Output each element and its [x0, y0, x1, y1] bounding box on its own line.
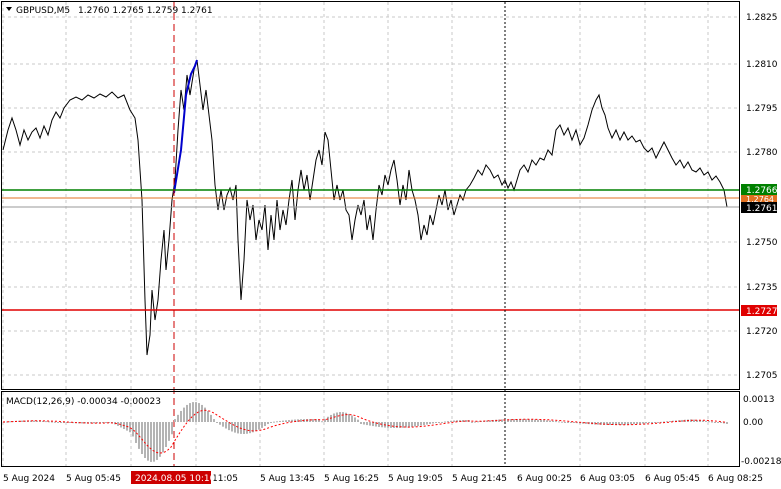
- macd-label: MACD(12,26,9) -0.00034 -0.00023: [6, 397, 161, 407]
- price-tick-label: 1.2780: [746, 148, 778, 158]
- badge-green-label: 1.2766: [746, 186, 778, 196]
- badge-current-label: 1.2761: [746, 204, 778, 214]
- badge-green: [741, 184, 777, 195]
- time-axis[interactable]: 5 Aug 2024 5 Aug 05:45 11:05 5 Aug 13:45 5 A…: [3, 474, 763, 484]
- price-series-line: [2, 59, 728, 356]
- badge-red: [741, 305, 777, 316]
- price-tick-label: 1.2825: [746, 13, 778, 23]
- time-highlight-label: 2024.08.05 10:10: [135, 474, 216, 484]
- macd-grid: [2, 392, 709, 466]
- macd-panel-frame: [1, 391, 740, 467]
- time-tick-label: 11:05: [212, 474, 238, 484]
- price-axis[interactable]: 1.2825 1.2810 1.2795 1.2780 1.2750 1.2735 1.27…: [746, 13, 778, 381]
- badge-red-label: 1.2727: [746, 307, 778, 317]
- time-tick-label: 5 Aug 05:45: [66, 474, 121, 484]
- price-tick-label: 1.2735: [746, 283, 778, 293]
- macd-signal-line: [2, 409, 727, 454]
- badge-orange-label: 1.2764: [746, 195, 774, 204]
- time-tick-label: 6 Aug 08:25: [708, 474, 763, 484]
- macd-histogram: [3, 402, 728, 462]
- price-panel-frame: [1, 1, 740, 390]
- highlighted-price-segment: [173, 59, 198, 194]
- ohlc-readout: 1.2760 1.2765 1.2759 1.2761: [78, 6, 213, 16]
- collapse-triangle-icon[interactable]: [6, 7, 12, 11]
- price-grid: [2, 2, 739, 389]
- time-tick-label: 5 Aug 21:45: [452, 474, 507, 484]
- time-tick-label: 6 Aug 03:05: [580, 474, 635, 484]
- badge-current: [741, 202, 777, 213]
- time-tick-label: 5 Aug 2024: [3, 474, 55, 484]
- time-tick-label: 6 Aug 00:25: [517, 474, 572, 484]
- badge-orange: [741, 195, 777, 203]
- price-tick-label: 1.2720: [746, 327, 778, 337]
- macd-tick-zero: 0.00: [743, 418, 763, 428]
- time-tick-label: 5 Aug 13:45: [260, 474, 315, 484]
- price-tick-label: 1.2795: [746, 104, 778, 114]
- time-tick-label: 5 Aug 16:25: [324, 474, 379, 484]
- price-tick-label: 1.2705: [746, 371, 778, 381]
- time-highlight-box: [131, 471, 211, 484]
- macd-tick-top: 0.0013: [743, 395, 775, 405]
- time-tick-label: 6 Aug 05:45: [645, 474, 700, 484]
- symbol-label: GBPUSD,M5: [16, 6, 70, 16]
- price-tick-label: 1.2750: [746, 238, 778, 248]
- time-tick-label: 5 Aug 19:05: [388, 474, 443, 484]
- price-tick-label: 1.2810: [746, 60, 778, 70]
- macd-tick-bottom: -0.00218: [741, 457, 781, 467]
